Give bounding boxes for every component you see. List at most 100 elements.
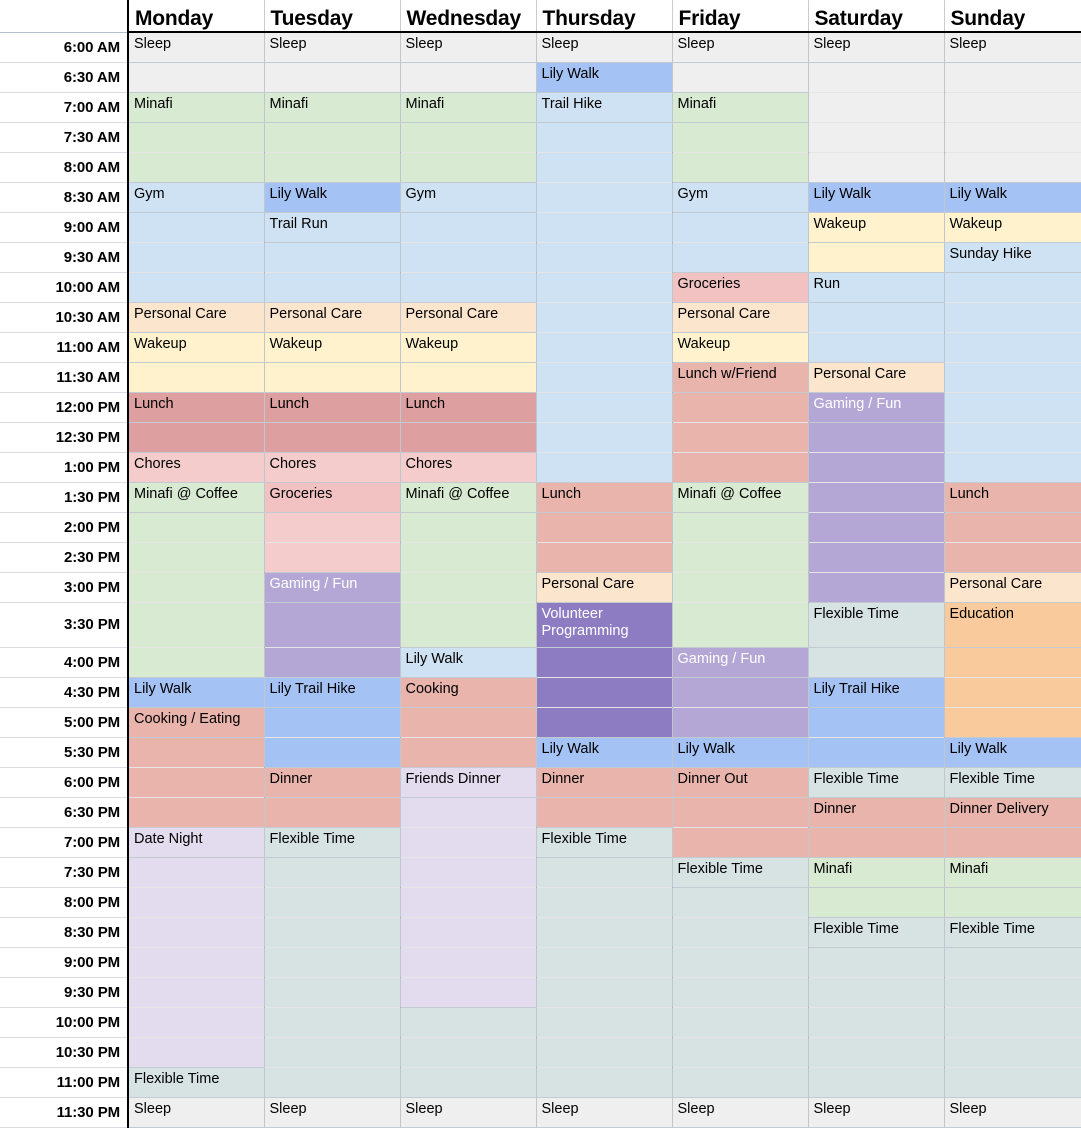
event-cell-saturday-dinner[interactable]: Dinner xyxy=(808,797,945,828)
event-cell-sunday-empty[interactable] xyxy=(944,887,1081,918)
day-header-sunday[interactable]: Sunday xyxy=(944,0,1081,33)
event-cell-friday-empty[interactable] xyxy=(672,542,809,573)
event-cell-friday-gaming-fun[interactable]: Gaming / Fun xyxy=(672,647,809,678)
event-cell-sunday-lily-walk[interactable]: Lily Walk xyxy=(944,182,1081,213)
event-cell-friday-lily-walk[interactable]: Lily Walk xyxy=(672,737,809,768)
event-cell-saturday-minafi[interactable]: Minafi xyxy=(808,857,945,888)
event-cell-wednesday-sleep[interactable]: Sleep xyxy=(400,32,537,63)
event-cell-friday-gym[interactable]: Gym xyxy=(672,182,809,213)
event-cell-monday-empty[interactable] xyxy=(128,797,265,828)
event-cell-friday-empty[interactable] xyxy=(672,977,809,1008)
event-cell-friday-wakeup[interactable]: Wakeup xyxy=(672,332,809,363)
event-cell-thursday-empty[interactable] xyxy=(536,302,673,333)
event-cell-monday-empty[interactable] xyxy=(128,977,265,1008)
event-cell-monday-empty[interactable] xyxy=(128,122,265,153)
event-cell-saturday-sleep[interactable]: Sleep xyxy=(808,32,945,63)
event-cell-friday-empty[interactable] xyxy=(672,62,809,93)
event-cell-sunday-empty[interactable] xyxy=(944,647,1081,678)
event-cell-tuesday-empty[interactable] xyxy=(264,602,401,648)
event-cell-monday-sleep[interactable]: Sleep xyxy=(128,32,265,63)
event-cell-tuesday-groceries[interactable]: Groceries xyxy=(264,482,401,513)
event-cell-saturday-empty[interactable] xyxy=(808,947,945,978)
event-cell-tuesday-empty[interactable] xyxy=(264,272,401,303)
event-cell-wednesday-empty[interactable] xyxy=(400,977,537,1008)
event-cell-friday-empty[interactable] xyxy=(672,947,809,978)
event-cell-wednesday-minafi-coffee[interactable]: Minafi @ Coffee xyxy=(400,482,537,513)
event-cell-tuesday-empty[interactable] xyxy=(264,242,401,273)
event-cell-saturday-sleep[interactable]: Sleep xyxy=(808,1097,945,1128)
event-cell-wednesday-empty[interactable] xyxy=(400,422,537,453)
event-cell-wednesday-empty[interactable] xyxy=(400,947,537,978)
event-cell-friday-empty[interactable] xyxy=(672,122,809,153)
event-cell-saturday-empty[interactable] xyxy=(808,1037,945,1068)
event-cell-wednesday-chores[interactable]: Chores xyxy=(400,452,537,483)
event-cell-monday-wakeup[interactable]: Wakeup xyxy=(128,332,265,363)
event-cell-sunday-empty[interactable] xyxy=(944,512,1081,543)
event-cell-monday-empty[interactable] xyxy=(128,512,265,543)
event-cell-tuesday-trail-run[interactable]: Trail Run xyxy=(264,212,401,243)
event-cell-monday-empty[interactable] xyxy=(128,152,265,183)
event-cell-sunday-empty[interactable] xyxy=(944,1037,1081,1068)
event-cell-wednesday-empty[interactable] xyxy=(400,1037,537,1068)
event-cell-thursday-empty[interactable] xyxy=(536,1007,673,1038)
event-cell-saturday-flexible-time[interactable]: Flexible Time xyxy=(808,602,945,648)
event-cell-sunday-empty[interactable] xyxy=(944,362,1081,393)
event-cell-tuesday-flexible-time[interactable]: Flexible Time xyxy=(264,827,401,858)
day-header-wednesday[interactable]: Wednesday xyxy=(400,0,537,33)
event-cell-monday-minafi-coffee[interactable]: Minafi @ Coffee xyxy=(128,482,265,513)
event-cell-thursday-empty[interactable] xyxy=(536,422,673,453)
event-cell-thursday-empty[interactable] xyxy=(536,512,673,543)
event-cell-tuesday-empty[interactable] xyxy=(264,1007,401,1038)
event-cell-thursday-dinner[interactable]: Dinner xyxy=(536,767,673,798)
event-cell-wednesday-sleep[interactable]: Sleep xyxy=(400,1097,537,1128)
event-cell-sunday-flexible-time[interactable]: Flexible Time xyxy=(944,767,1081,798)
event-cell-sunday-empty[interactable] xyxy=(944,542,1081,573)
event-cell-monday-gym[interactable]: Gym xyxy=(128,182,265,213)
event-cell-thursday-empty[interactable] xyxy=(536,887,673,918)
event-cell-tuesday-empty[interactable] xyxy=(264,947,401,978)
event-cell-sunday-lily-walk[interactable]: Lily Walk xyxy=(944,737,1081,768)
event-cell-thursday-empty[interactable] xyxy=(536,452,673,483)
event-cell-thursday-empty[interactable] xyxy=(536,542,673,573)
event-cell-saturday-empty[interactable] xyxy=(808,482,945,513)
event-cell-thursday-lily-walk[interactable]: Lily Walk xyxy=(536,62,673,93)
event-cell-saturday-empty[interactable] xyxy=(808,827,945,858)
event-cell-tuesday-empty[interactable] xyxy=(264,542,401,573)
event-cell-wednesday-empty[interactable] xyxy=(400,572,537,603)
event-cell-monday-empty[interactable] xyxy=(128,212,265,243)
event-cell-monday-empty[interactable] xyxy=(128,1037,265,1068)
event-cell-wednesday-empty[interactable] xyxy=(400,737,537,768)
event-cell-saturday-empty[interactable] xyxy=(808,152,945,183)
event-cell-sunday-empty[interactable] xyxy=(944,302,1081,333)
event-cell-sunday-empty[interactable] xyxy=(944,272,1081,303)
event-cell-saturday-run[interactable]: Run xyxy=(808,272,945,303)
event-cell-wednesday-empty[interactable] xyxy=(400,1067,537,1098)
event-cell-monday-empty[interactable] xyxy=(128,737,265,768)
event-cell-saturday-flexible-time[interactable]: Flexible Time xyxy=(808,767,945,798)
event-cell-friday-empty[interactable] xyxy=(672,707,809,738)
event-cell-monday-empty[interactable] xyxy=(128,572,265,603)
event-cell-wednesday-personal-care[interactable]: Personal Care xyxy=(400,302,537,333)
event-cell-saturday-empty[interactable] xyxy=(808,572,945,603)
event-cell-thursday-sleep[interactable]: Sleep xyxy=(536,32,673,63)
event-cell-monday-lunch[interactable]: Lunch xyxy=(128,392,265,423)
event-cell-sunday-empty[interactable] xyxy=(944,422,1081,453)
event-cell-wednesday-empty[interactable] xyxy=(400,122,537,153)
event-cell-monday-sleep[interactable]: Sleep xyxy=(128,1097,265,1128)
event-cell-friday-minafi[interactable]: Minafi xyxy=(672,92,809,123)
event-cell-monday-personal-care[interactable]: Personal Care xyxy=(128,302,265,333)
event-cell-friday-personal-care[interactable]: Personal Care xyxy=(672,302,809,333)
event-cell-wednesday-empty[interactable] xyxy=(400,542,537,573)
day-header-thursday[interactable]: Thursday xyxy=(536,0,673,33)
event-cell-sunday-sleep[interactable]: Sleep xyxy=(944,32,1081,63)
event-cell-saturday-empty[interactable] xyxy=(808,512,945,543)
event-cell-saturday-empty[interactable] xyxy=(808,122,945,153)
event-cell-friday-empty[interactable] xyxy=(672,152,809,183)
event-cell-wednesday-empty[interactable] xyxy=(400,362,537,393)
event-cell-thursday-empty[interactable] xyxy=(536,362,673,393)
event-cell-thursday-empty[interactable] xyxy=(536,122,673,153)
event-cell-thursday-empty[interactable] xyxy=(536,977,673,1008)
event-cell-friday-empty[interactable] xyxy=(672,917,809,948)
event-cell-thursday-empty[interactable] xyxy=(536,1037,673,1068)
